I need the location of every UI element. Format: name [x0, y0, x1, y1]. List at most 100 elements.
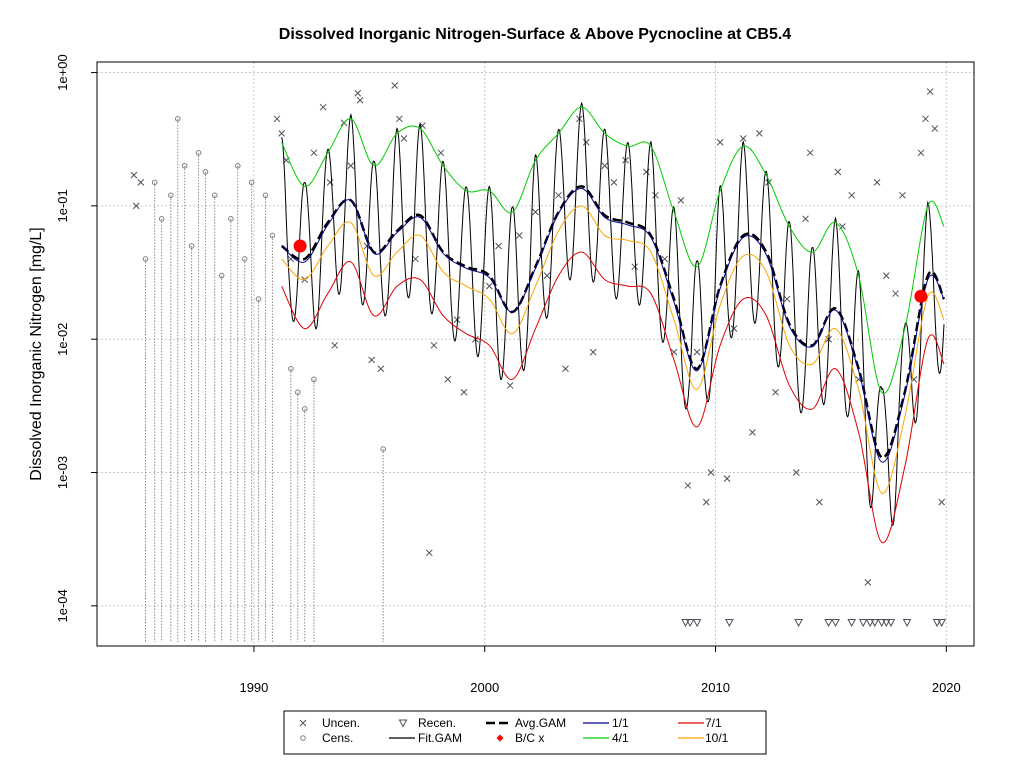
uncensored-point — [839, 223, 846, 230]
series-avg-gam-line — [280, 185, 946, 459]
uncensored-point — [652, 191, 659, 199]
uncensored-point — [430, 341, 438, 349]
bc-marker — [914, 289, 928, 303]
uncensored-point — [543, 272, 551, 279]
uncensored-point — [899, 191, 906, 199]
uncensored-point — [391, 82, 399, 89]
uncensored-point — [319, 103, 327, 111]
y-tick-label: 1e-04 — [55, 589, 70, 622]
uncensored-point — [130, 171, 138, 179]
legend-label: 7/1 — [705, 716, 722, 730]
censored-point — [269, 232, 276, 239]
uncensored-point — [684, 482, 692, 489]
uncensored-point — [783, 295, 791, 303]
recensored-point — [937, 619, 947, 628]
series-4-1-line — [281, 106, 945, 394]
legend-bc-icon — [496, 734, 504, 742]
uncensored-point — [834, 168, 842, 176]
uncensored-point — [412, 255, 419, 263]
censored-point — [380, 446, 386, 452]
legend-label: 1/1 — [612, 716, 629, 730]
grid — [97, 62, 974, 646]
uncensored-point — [730, 325, 738, 333]
uncensored-point — [739, 135, 747, 142]
recensored-point — [865, 619, 875, 628]
censored-point — [228, 216, 234, 222]
uncensored-point — [723, 475, 731, 482]
y-tick-label: 1e-03 — [55, 456, 70, 489]
uncensored-point — [132, 202, 140, 210]
uncensored-point — [377, 365, 385, 373]
uncensored-point — [444, 375, 452, 383]
legend-box — [283, 710, 767, 755]
recensored-point — [685, 619, 695, 628]
uncensored-point — [802, 215, 809, 223]
uncensored-point — [707, 469, 715, 476]
legend-recensored-icon — [398, 719, 408, 728]
x-tick-label: 2000 — [470, 680, 499, 695]
series-fit-gam-line — [281, 101, 945, 527]
uncensored-point — [453, 316, 461, 324]
uncensored-point — [926, 88, 934, 95]
uncensored-point — [506, 382, 514, 389]
chart-title: Dissolved Inorganic Nitrogen-Surface & A… — [279, 26, 792, 43]
uncensored-point — [395, 115, 403, 123]
censored-point — [158, 216, 165, 222]
censored-point — [255, 296, 262, 302]
censored-point — [151, 179, 158, 186]
x-tick-label: 1990 — [239, 680, 268, 695]
uncensored-point — [882, 272, 890, 279]
uncensored-point — [693, 348, 701, 356]
recensored-point — [902, 619, 912, 628]
uncensored-point — [892, 290, 899, 297]
uncensored-point — [702, 498, 710, 506]
uncensored-point — [278, 129, 285, 137]
censored-point — [168, 192, 174, 199]
uncensored-point — [400, 135, 408, 142]
uncensored-point — [848, 191, 856, 199]
uncensored-point — [589, 348, 597, 356]
censored-point — [262, 192, 269, 199]
y-tick-label: 1e-02 — [55, 323, 70, 356]
uncensored-point — [562, 365, 569, 373]
legend-label: B/C x — [515, 731, 544, 745]
uncensored-point — [922, 115, 929, 123]
uncensored-point — [331, 341, 339, 349]
recensored-point — [831, 619, 840, 628]
series-1-1-line — [281, 188, 945, 463]
recensored-point — [870, 619, 880, 628]
uncensored-point — [792, 469, 800, 476]
y-axis-label: Dissolved Inorganic Nitrogen [mg/L] — [28, 227, 45, 480]
uncensored-point — [532, 208, 539, 216]
uncensored-point — [917, 149, 925, 157]
uncensored-point — [347, 162, 355, 170]
uncensored-point — [425, 549, 433, 557]
uncensored-point — [460, 388, 468, 396]
data-points — [130, 82, 947, 628]
uncensored-point — [273, 115, 281, 123]
y-tick-label: 1e+00 — [55, 54, 70, 91]
censored-point — [218, 272, 225, 279]
recensored-point — [932, 619, 942, 628]
recensored-point — [858, 619, 868, 628]
censored-point — [188, 243, 195, 249]
uncensored-point — [354, 89, 362, 97]
uncensored-point — [716, 138, 724, 146]
uncensored-point — [772, 388, 779, 396]
legend-label: 4/1 — [612, 731, 629, 745]
uncensored-point — [310, 149, 318, 157]
legend-label: 10/1 — [705, 731, 729, 745]
uncensored-point — [555, 191, 562, 199]
uncensored-point — [582, 138, 590, 146]
uncensored-point — [137, 179, 145, 186]
uncensored-point — [864, 579, 872, 586]
uncensored-point — [515, 232, 523, 239]
uncensored-point — [938, 498, 946, 506]
censored-point — [301, 406, 308, 412]
censored-point — [181, 162, 188, 169]
legend-uncensored-icon — [299, 719, 307, 727]
uncensored-point — [677, 197, 685, 204]
uncensored-point — [873, 179, 881, 186]
